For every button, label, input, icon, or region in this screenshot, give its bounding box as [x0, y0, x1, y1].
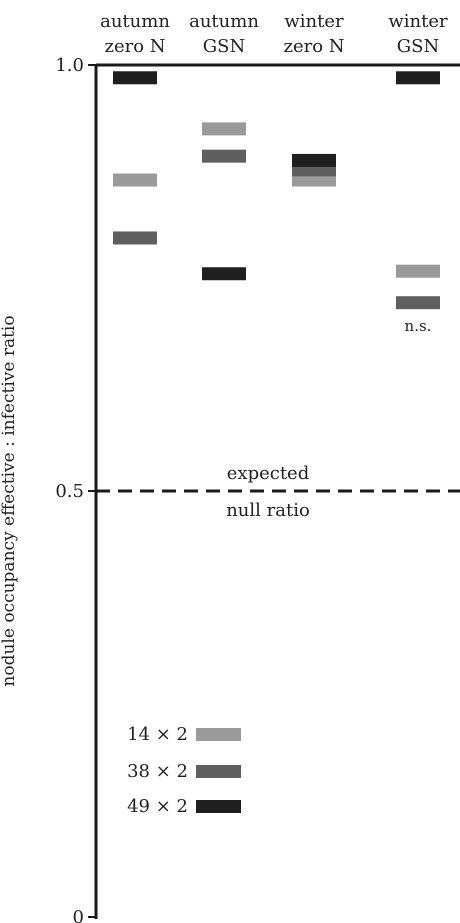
mark-series2-col1 — [113, 231, 157, 245]
legend-swatch — [196, 765, 241, 778]
mark-series3-col3 — [292, 153, 336, 167]
column-header-line1: autumn — [100, 11, 170, 32]
column-header-line2: GSN — [397, 36, 439, 57]
legend-swatch — [196, 728, 241, 741]
y-axis-ticks: 0 0.5 1.0 — [55, 55, 96, 923]
y-tick-label: 0.5 — [55, 481, 84, 502]
significance-annotation: n.s. — [405, 317, 432, 335]
mark-series1-col3 — [292, 173, 336, 187]
column-header-line1: autumn — [189, 11, 259, 32]
mark-series1-col4 — [396, 264, 440, 278]
legend-label: 49 × 2 — [127, 796, 188, 817]
data-marks — [113, 71, 440, 310]
mark-series3-col4 — [396, 71, 440, 85]
annotations: n.s. — [405, 317, 432, 335]
mark-series3-col1 — [113, 71, 157, 85]
column-header-line1: winter — [284, 11, 344, 32]
legend-swatch — [196, 800, 241, 813]
mark-series2-col4 — [396, 296, 440, 310]
column-header-line2: GSN — [203, 36, 245, 57]
null-ratio-label-line1: expected — [227, 463, 309, 484]
column-headers: autumn zero N autumn GSN winter zero N winter G… — [100, 11, 448, 57]
legend: 14 × 2 38 × 2 49 × 2 — [127, 724, 241, 817]
mark-series3-col2 — [202, 267, 246, 281]
y-tick-label: 0 — [73, 907, 84, 923]
column-header-line2: zero N — [104, 36, 165, 57]
mark-series1-col1 — [113, 173, 157, 187]
mark-series1-col2 — [202, 122, 246, 136]
legend-label: 38 × 2 — [127, 761, 188, 782]
null-ratio-label-line2: null ratio — [226, 500, 310, 521]
mark-series2-col2 — [202, 149, 246, 163]
legend-label: 14 × 2 — [127, 724, 188, 745]
y-tick-label: 1.0 — [55, 55, 84, 76]
column-header-line2: zero N — [283, 36, 344, 57]
column-header-line1: winter — [388, 11, 448, 32]
y-axis-label: nodule occupancy effective : infective r… — [0, 315, 19, 686]
